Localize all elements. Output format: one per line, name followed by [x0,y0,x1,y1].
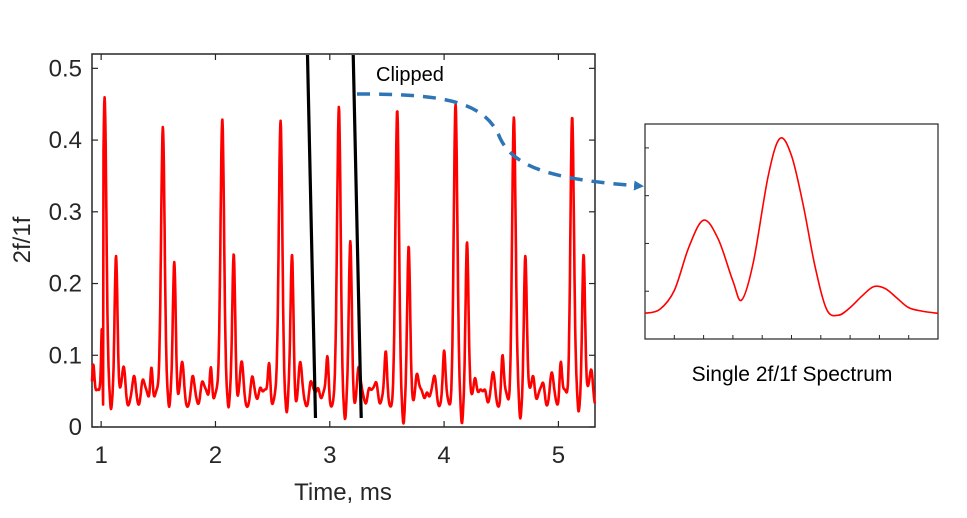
clip-boundary-line [305,54,318,419]
y-tick-label: 0.3 [49,199,82,226]
main-y-axis-label: 2f/1f [9,216,36,263]
inset-plot-frame [644,123,939,340]
main-y-ticks: 0 0.1 0.2 0.3 0.4 0.5 [49,55,595,441]
main-time-chart: 1 2 3 4 5 0 0.1 0.2 0.3 0.4 0.5 Time, ms 2f/1f Cl… [9,53,597,506]
main-series-group [90,96,597,425]
inset-spectrum-chart: Single 2f/1f Spectrum [644,123,939,386]
dashed-connector-arrow [356,92,644,191]
x-tick-label: 5 [552,442,565,469]
inset-series-group [644,136,939,317]
y-tick-label: 0.1 [49,342,82,369]
y-tick-label: 0.4 [49,127,82,154]
y-tick-label: 0.2 [49,271,82,298]
y-tick-label: 0 [69,414,82,441]
main-x-ticks: 1 2 3 4 5 [94,54,565,469]
x-tick-label: 4 [437,442,450,469]
main-x-axis-label: Time, ms [294,479,392,506]
main-annotations [305,54,363,419]
inset-ticks [645,147,910,339]
x-tick-label: 2 [209,442,222,469]
x-tick-label: 3 [323,442,336,469]
main-series-line [90,96,597,425]
inset-caption: Single 2f/1f Spectrum [692,363,893,386]
y-tick-label: 0.5 [49,55,82,82]
inset-series-line [644,136,939,317]
clip-boundary-line [351,54,363,419]
clipped-annotation-label: Clipped [376,64,444,86]
x-tick-label: 1 [94,442,107,469]
